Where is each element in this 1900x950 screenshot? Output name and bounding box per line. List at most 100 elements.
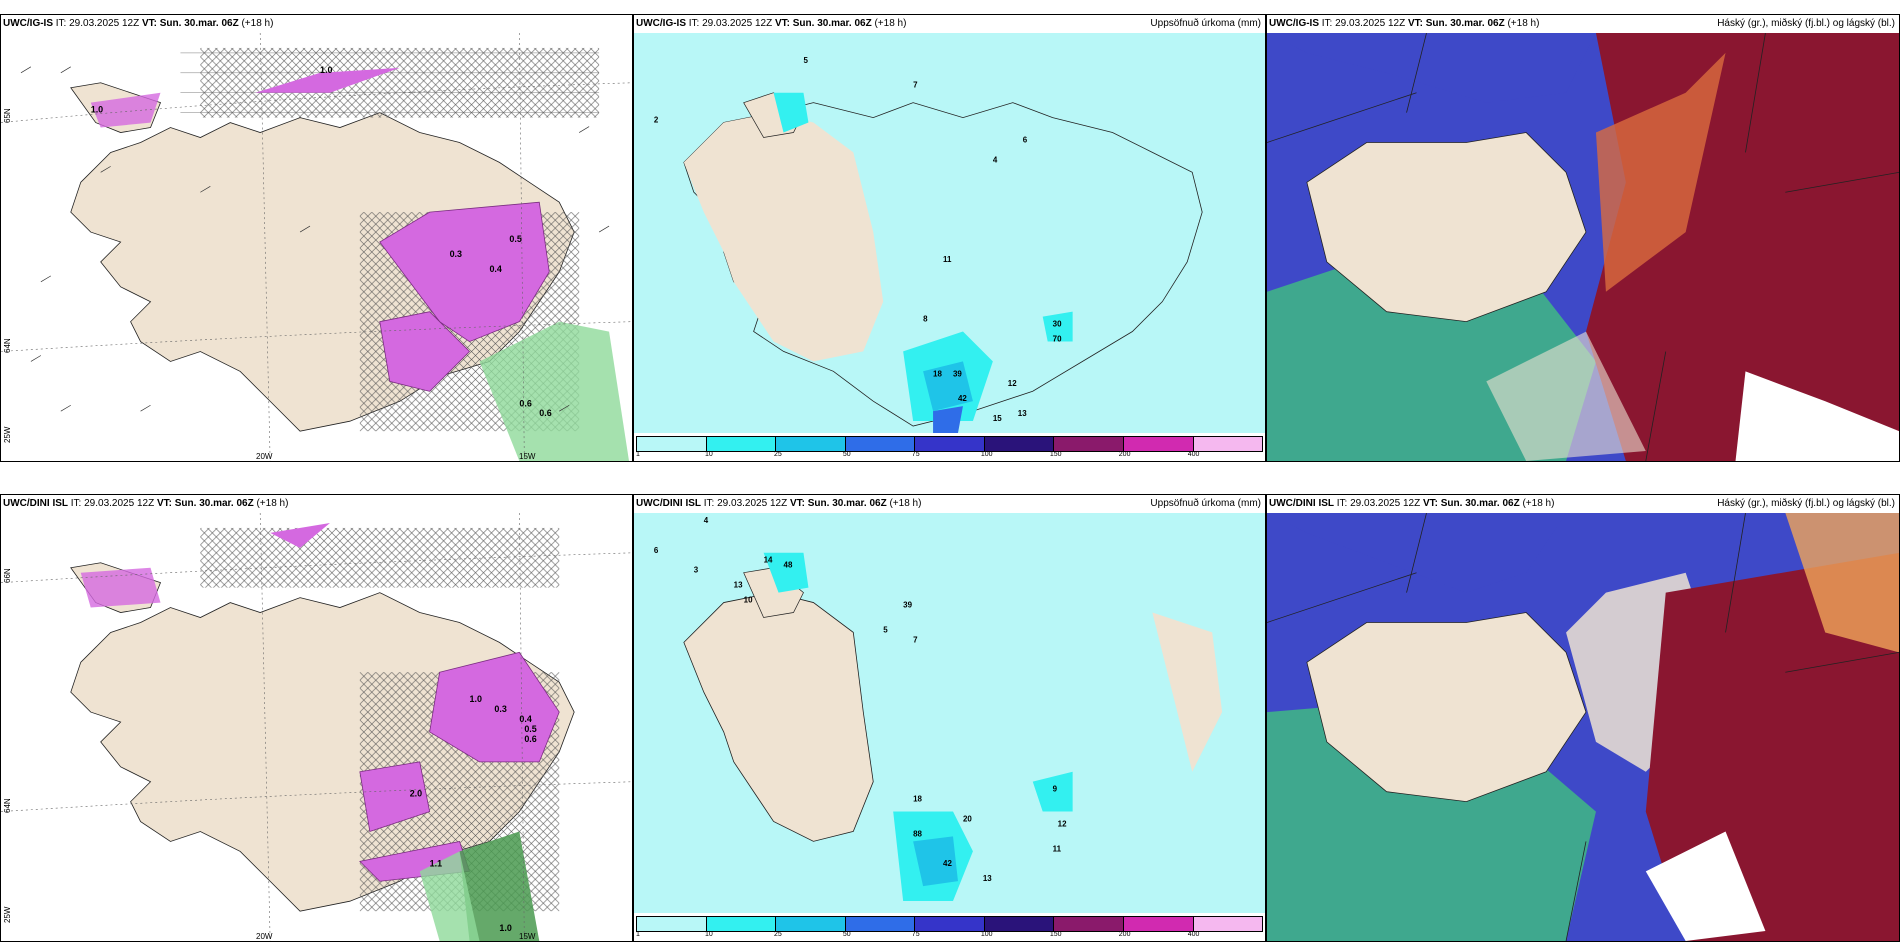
value-label: 13 — [1018, 409, 1027, 418]
legend-label: 50 — [842, 451, 851, 458]
value-label: 39 — [903, 601, 912, 610]
value-label: 11 — [1053, 844, 1062, 853]
legend-label: 400 — [1187, 931, 1200, 938]
value-label: 3 — [694, 566, 699, 575]
legend-label: 25 — [773, 451, 782, 458]
value-label: 7 — [913, 81, 918, 90]
value-label: 4 — [993, 155, 998, 164]
precip-legend: 1 10 25 50 75 100 150 200 400 — [634, 433, 1265, 461]
value-label: 18 — [933, 369, 942, 378]
value-label: 42 — [943, 859, 952, 868]
value-label: 0.3 — [450, 249, 462, 259]
wind-map: 1.0 0.3 0.6 0.4 0.5 0.6 1.0 65N 64N 25W … — [1, 33, 632, 461]
wind-map: 1.0 0.3 0.4 0.5 0.6 1.1 2.0 1.0 66N 64N … — [1, 513, 632, 941]
value-label: 1.0 — [91, 105, 103, 115]
legend-bar — [636, 436, 1263, 452]
value-label: 20 — [963, 814, 972, 823]
value-label: 88 — [913, 829, 922, 838]
value-label: 0.6 — [519, 398, 531, 408]
legend-label: 1 — [636, 931, 640, 938]
legend-label: 150 — [1049, 451, 1062, 458]
panel-header: UWC/DINI ISL IT: 29.03.2025 12Z VT: Sun.… — [1269, 496, 1897, 512]
legend-bar — [636, 916, 1263, 932]
legend-label: 150 — [1049, 931, 1062, 938]
value-label: 13 — [734, 581, 743, 590]
value-label: 0.6 — [539, 408, 551, 418]
value-label: 39 — [953, 369, 962, 378]
value-label: 42 — [958, 394, 967, 403]
lon-tick: 25W — [3, 906, 12, 923]
panel-dini-precip: UWC/DINI ISL IT: 29.03.2025 12Z VT: Sun.… — [633, 494, 1266, 942]
precip-map: 5 7 4 6 2 8 11 39 42 18 12 13 15 30 70 — [634, 33, 1265, 433]
legend-label: 200 — [1118, 451, 1131, 458]
value-label: 5 — [883, 625, 888, 634]
value-label: 70 — [1053, 334, 1062, 343]
lat-tick: 64N — [3, 798, 12, 813]
lat-tick: 65N — [3, 108, 12, 123]
panel-ig-cloud: UWC/IG-IS IT: 29.03.2025 12Z VT: Sun. 30… — [1266, 14, 1900, 462]
panel-right-title: Háský (gr.), miðský (fj.bl.) og lágský (… — [1717, 18, 1895, 29]
value-label: 1.1 — [430, 858, 442, 868]
legend-label: 50 — [842, 931, 851, 938]
value-label: 5 — [803, 56, 808, 65]
value-label: 0.5 — [524, 724, 536, 734]
value-label: 1.0 — [320, 65, 332, 75]
legend-label: 400 — [1187, 451, 1200, 458]
panel-header: UWC/IG-IS IT: 29.03.2025 12Z VT: Sun. 30… — [636, 16, 1263, 32]
legend-label: 1 — [636, 451, 640, 458]
legend-label: 100 — [980, 451, 993, 458]
value-label: 6 — [1023, 135, 1028, 144]
value-label: 1.0 — [499, 923, 511, 933]
panel-dini-cloud: UWC/DINI ISL IT: 29.03.2025 12Z VT: Sun.… — [1266, 494, 1900, 942]
lon-tick: 15W — [519, 932, 536, 941]
legend-label: 75 — [911, 931, 920, 938]
precip-legend: 1 10 25 50 75 100 150 200 400 — [634, 913, 1265, 941]
lat-tick: 66N — [3, 568, 12, 583]
value-label: 18 — [913, 795, 922, 804]
lon-tick: 20W — [256, 452, 273, 461]
value-label: 10 — [744, 596, 753, 605]
legend-label: 100 — [980, 931, 993, 938]
value-label: 7 — [913, 635, 918, 644]
value-label: 9 — [1053, 785, 1058, 794]
cloud-map — [1267, 33, 1899, 461]
value-label: 0.4 — [489, 264, 501, 274]
legend-label: 10 — [704, 931, 713, 938]
panel-ig-precip: UWC/IG-IS IT: 29.03.2025 12Z VT: Sun. 30… — [633, 14, 1266, 462]
value-label: 0.5 — [509, 234, 521, 244]
legend-label: 200 — [1118, 931, 1131, 938]
value-label: 0.3 — [494, 704, 506, 714]
value-label: 2.0 — [410, 789, 422, 799]
value-label: 2 — [654, 116, 659, 125]
panel-right-title: Háský (gr.), miðský (fj.bl.) og lágský (… — [1717, 498, 1895, 509]
legend-label: 25 — [773, 931, 782, 938]
value-label: 48 — [784, 561, 793, 570]
value-label: 14 — [764, 556, 773, 565]
value-label: 13 — [983, 874, 992, 883]
value-label: 11 — [943, 255, 952, 264]
precip-map: 4 6 3 14 48 10 13 39 5 7 18 20 88 42 13 … — [634, 513, 1265, 913]
lon-tick: 15W — [519, 452, 536, 461]
panel-header: UWC/IG-IS IT: 29.03.2025 12Z VT: Sun. 30… — [1269, 16, 1897, 32]
value-label: 1.0 — [470, 694, 482, 704]
value-label: 12 — [1058, 819, 1067, 828]
value-label: 12 — [1008, 379, 1017, 388]
cloud-map — [1267, 513, 1899, 941]
legend-label: 75 — [911, 451, 920, 458]
panel-right-title: Uppsöfnuð úrkoma (mm) — [1150, 498, 1261, 509]
value-label: 0.4 — [519, 714, 531, 724]
lon-tick: 20W — [256, 932, 273, 941]
lat-tick: 64N — [3, 338, 12, 353]
panel-dini-wind: UWC/DINI ISL IT: 29.03.2025 12Z VT: Sun.… — [0, 494, 633, 942]
value-label: 30 — [1053, 320, 1062, 329]
value-label: 15 — [993, 414, 1002, 423]
panel-right-title: Uppsöfnuð úrkoma (mm) — [1150, 18, 1261, 29]
value-label: 8 — [923, 315, 928, 324]
value-label: 0.6 — [524, 734, 536, 744]
panel-header: UWC/DINI ISL IT: 29.03.2025 12Z VT: Sun.… — [3, 498, 289, 509]
value-label: 4 — [704, 516, 709, 525]
panel-header: UWC/IG-IS IT: 29.03.2025 12Z VT: Sun. 30… — [3, 18, 274, 29]
lon-tick: 25W — [3, 426, 12, 443]
value-label: 6 — [654, 546, 659, 555]
panel-header: UWC/DINI ISL IT: 29.03.2025 12Z VT: Sun.… — [636, 496, 1263, 512]
